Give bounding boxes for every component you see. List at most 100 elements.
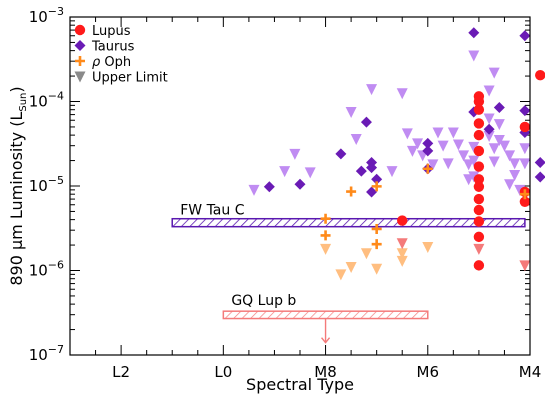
point-oph-upper-limits bbox=[320, 243, 332, 255]
point-taurus-upper-limits bbox=[279, 166, 291, 178]
point-oph-upper-limits bbox=[396, 255, 408, 267]
point-taurus-upper-limits bbox=[493, 135, 505, 147]
y-tick-base: 10 bbox=[29, 93, 48, 111]
point-taurus-upper-limits bbox=[488, 67, 500, 79]
point-taurus bbox=[519, 126, 531, 138]
point-taurus-upper-limits bbox=[345, 107, 357, 119]
y-tick-label: 10−4 bbox=[29, 90, 64, 111]
legend-label: Upper Limit bbox=[92, 71, 168, 86]
point-taurus-upper-limits bbox=[519, 158, 531, 170]
point-lupus bbox=[519, 121, 531, 133]
point-taurus-upper-limits bbox=[304, 167, 316, 179]
point-lupus bbox=[473, 216, 485, 227]
point-taurus bbox=[534, 156, 545, 168]
annotation-band bbox=[171, 217, 526, 228]
point-taurus bbox=[371, 173, 383, 185]
point-taurus-upper-limits bbox=[504, 150, 516, 162]
point-taurus bbox=[294, 178, 306, 190]
point-lupus bbox=[473, 129, 485, 141]
point-lupus bbox=[397, 215, 408, 226]
point-taurus-upper-limits bbox=[509, 158, 521, 170]
point-oph bbox=[371, 239, 382, 250]
x-tick-label: L2 bbox=[112, 363, 130, 381]
point-oph-upper-limits bbox=[422, 241, 434, 253]
upper-limit-arrowhead bbox=[321, 337, 331, 344]
legend-marker bbox=[74, 40, 86, 51]
point-taurus-upper-limits bbox=[468, 155, 480, 167]
y-tick-base: 10 bbox=[29, 177, 48, 195]
y-tick-exponent: −4 bbox=[48, 90, 64, 103]
point-taurus bbox=[493, 101, 505, 113]
x-tick-label: M6 bbox=[417, 363, 440, 381]
point-taurus-upper-limits bbox=[468, 50, 480, 62]
point-taurus-upper-limits bbox=[442, 158, 454, 170]
x-axis-title: Spectral Type bbox=[246, 375, 354, 394]
y-tick-label: 10−5 bbox=[29, 174, 64, 195]
point-taurus bbox=[468, 27, 480, 39]
point-taurus-upper-limits bbox=[412, 138, 424, 150]
point-lupus bbox=[473, 161, 485, 172]
point-taurus-upper-limits bbox=[483, 131, 495, 143]
point-lupus bbox=[473, 174, 485, 185]
point-taurus bbox=[366, 162, 378, 174]
x-tick-label: M4 bbox=[519, 363, 542, 381]
legend-label: Lupus bbox=[92, 24, 131, 39]
point-lupus-upper-limits bbox=[396, 238, 408, 250]
x-tick-label: M8 bbox=[314, 363, 337, 381]
y-tick-base: 10 bbox=[29, 262, 48, 280]
point-taurus-upper-limits bbox=[432, 127, 444, 139]
point-taurus-upper-limits bbox=[447, 127, 459, 139]
legend-marker bbox=[75, 56, 85, 66]
point-taurus-upper-limits bbox=[289, 148, 301, 160]
point-taurus bbox=[534, 171, 545, 183]
legend-marker bbox=[74, 24, 86, 36]
point-taurus-upper-limits bbox=[406, 145, 418, 157]
point-taurus bbox=[422, 137, 434, 149]
point-lupus bbox=[473, 145, 485, 157]
point-oph-upper-limits bbox=[335, 269, 347, 281]
legend-label: ρ Oph bbox=[92, 55, 131, 70]
point-taurus bbox=[355, 165, 367, 177]
legend-label: Taurus bbox=[91, 40, 135, 55]
data-points-layer bbox=[248, 27, 545, 281]
legend-marker bbox=[74, 71, 86, 83]
point-oph bbox=[371, 181, 382, 192]
point-taurus bbox=[519, 30, 531, 42]
y-tick-label: 10−7 bbox=[29, 343, 64, 364]
point-taurus-upper-limits bbox=[488, 156, 500, 168]
annotation-band bbox=[222, 310, 429, 320]
y-axis-title-close: ) bbox=[7, 86, 26, 92]
y-tick-exponent: −3 bbox=[48, 5, 64, 18]
point-taurus-upper-limits bbox=[437, 140, 449, 152]
point-lupus-upper-limits bbox=[473, 243, 485, 255]
point-taurus-upper-limits bbox=[366, 84, 378, 96]
point-taurus-upper-limits bbox=[498, 140, 510, 152]
point-taurus bbox=[366, 186, 378, 198]
plot-frame bbox=[69, 16, 531, 356]
annotation-label: GQ Lup b bbox=[231, 293, 296, 309]
point-taurus-upper-limits bbox=[396, 88, 408, 100]
point-oph bbox=[519, 189, 530, 200]
point-oph bbox=[320, 213, 331, 224]
point-taurus bbox=[335, 148, 347, 160]
y-axis-title: 890 μm Luminosity (LSun) bbox=[7, 86, 29, 285]
y-axis-title-main: 890 μm Luminosity (L bbox=[7, 112, 26, 286]
legend-label-text: Oph bbox=[100, 55, 131, 70]
legend-label-symbol: ρ bbox=[92, 55, 101, 70]
point-taurus bbox=[519, 105, 531, 117]
point-lupus bbox=[473, 104, 485, 115]
annotations-layer: FW Tau C GQ Lup b bbox=[171, 202, 526, 344]
point-taurus-upper-limits bbox=[483, 85, 495, 97]
point-taurus-upper-limits bbox=[488, 143, 500, 155]
annotation-label: FW Tau C bbox=[180, 202, 244, 218]
point-taurus-upper-limits bbox=[519, 143, 531, 155]
y-tick-base: 10 bbox=[29, 346, 48, 364]
y-tick-label: 10−6 bbox=[29, 259, 64, 280]
point-oph bbox=[371, 223, 382, 234]
point-lupus bbox=[473, 260, 485, 271]
point-oph bbox=[422, 163, 433, 174]
point-lupus bbox=[473, 193, 485, 205]
point-oph-upper-limits bbox=[360, 248, 372, 260]
